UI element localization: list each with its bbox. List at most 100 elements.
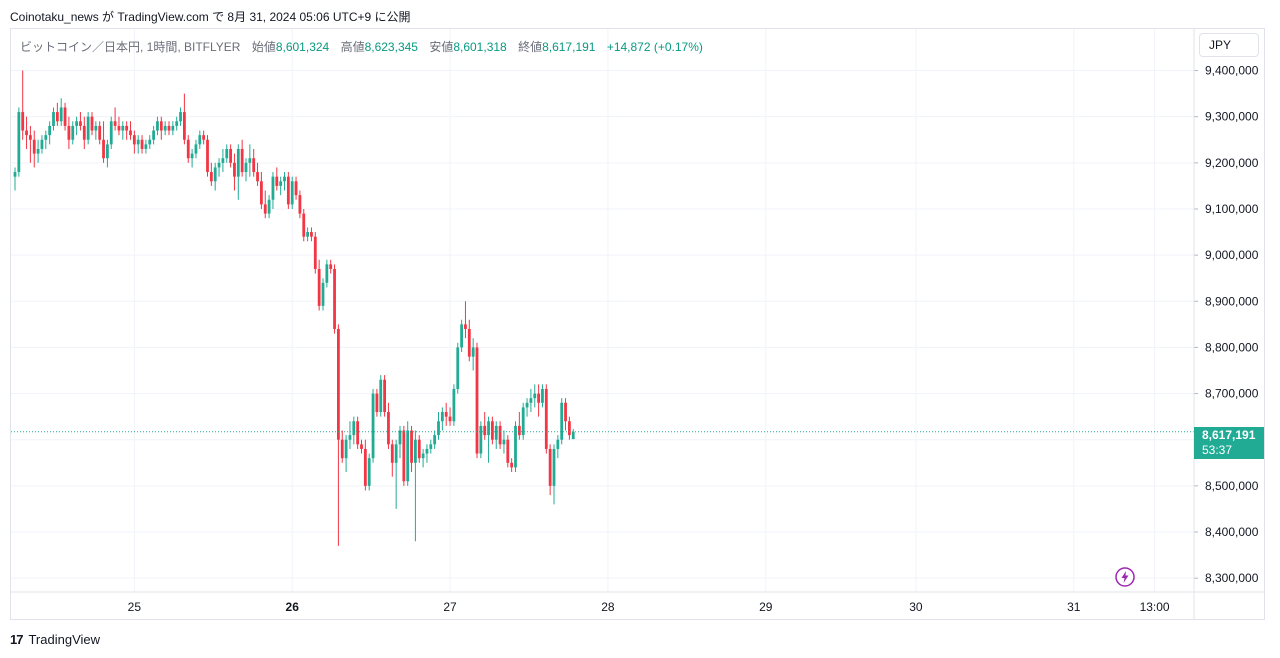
candle-body (556, 439, 560, 449)
candle (209, 162, 213, 186)
candle-body (564, 402, 567, 422)
candle-body (487, 421, 490, 436)
candle-body (90, 116, 94, 131)
time-axis: 25 26 27 28 29 30 31 13:00 (10, 591, 1265, 614)
candle-body (510, 462, 514, 468)
close-value: 8,617,191 (542, 40, 596, 54)
lightning-bolt-icon[interactable] (1115, 567, 1135, 587)
candle-body (260, 181, 263, 205)
candle-body (548, 448, 552, 486)
candle-body (356, 421, 360, 445)
publish-info: Coinotaku_news が TradingView.com で 8月 31… (10, 10, 411, 24)
candle-body (390, 444, 394, 463)
candle (217, 158, 221, 177)
candle (475, 342, 479, 459)
candle (13, 167, 17, 191)
candle-body (156, 121, 159, 131)
candle (294, 176, 298, 200)
candle-body (406, 430, 410, 482)
candle-body (560, 402, 564, 440)
price-tick-label: 8,400,000 (1205, 525, 1259, 539)
candle-body (40, 139, 44, 149)
candle (525, 398, 529, 417)
candle-body (483, 425, 487, 436)
candle-body (44, 135, 48, 140)
candle-body (491, 421, 494, 440)
candle (86, 112, 90, 145)
candle-body (283, 176, 286, 182)
candle (333, 264, 336, 334)
chart-frame[interactable] (10, 28, 1265, 620)
candle-body (460, 324, 463, 348)
bar-countdown: 53:37 (1202, 443, 1233, 457)
candle (248, 144, 252, 177)
candle (75, 116, 78, 136)
candle (71, 121, 75, 145)
candle-body (379, 379, 383, 413)
ohlc-legend: ビットコイン／日本円, 1時間, BITFLYER 始値8,601,324 高値… (20, 38, 703, 55)
candle-body (286, 176, 290, 205)
candle-body (340, 439, 344, 459)
candle (390, 439, 394, 477)
candle-body (32, 139, 36, 154)
candle (48, 121, 52, 145)
candle-body (571, 431, 575, 440)
candle-body (479, 425, 483, 454)
candle (159, 116, 163, 140)
symbol-label[interactable]: ビットコイン／日本円, 1時間, BITFLYER (20, 40, 241, 54)
candle-body (502, 439, 506, 445)
candle-body (298, 195, 302, 214)
candle (410, 425, 413, 473)
candle (25, 116, 28, 149)
candle-body (344, 439, 348, 459)
candle (521, 402, 525, 440)
candle (79, 112, 82, 131)
footer[interactable]: 17 TradingView (10, 632, 100, 647)
candle (375, 388, 379, 417)
candle-body (233, 162, 236, 177)
candle (229, 144, 232, 168)
candle-body (494, 425, 498, 440)
candle-body (306, 232, 309, 237)
candle-body (109, 121, 113, 145)
candles (13, 70, 575, 546)
candle (190, 148, 194, 168)
candle (29, 125, 32, 163)
candle-body (248, 158, 252, 163)
candle (202, 130, 206, 145)
candle-body (221, 158, 225, 163)
candle-body (498, 425, 502, 445)
candle-body (429, 444, 433, 449)
candle (32, 130, 36, 168)
candle-body (21, 112, 25, 131)
candle (429, 439, 433, 454)
candle (179, 107, 182, 126)
candle (448, 407, 452, 426)
candle-body (290, 181, 294, 205)
candle-body (86, 116, 90, 140)
candle-body (217, 162, 221, 168)
candle (356, 416, 360, 449)
candle (560, 398, 564, 445)
grid (11, 29, 1194, 592)
candle (125, 121, 129, 140)
candle-body (310, 232, 313, 237)
time-tick-label: 26 (286, 600, 300, 614)
candle (82, 116, 86, 149)
candle-body (175, 121, 179, 126)
candle (387, 402, 390, 449)
candle-body (444, 412, 448, 417)
candle-body (148, 139, 152, 145)
candle (383, 375, 386, 417)
candle (406, 421, 410, 486)
candle-body (568, 421, 571, 436)
candle-body (352, 421, 356, 436)
candle-body (537, 393, 540, 403)
currency-button[interactable]: JPY (1199, 33, 1259, 57)
candle-body (321, 282, 325, 306)
candle-body (244, 162, 248, 173)
brand-name: TradingView (28, 632, 101, 647)
candle-body (271, 176, 275, 200)
candle-body (25, 130, 28, 136)
